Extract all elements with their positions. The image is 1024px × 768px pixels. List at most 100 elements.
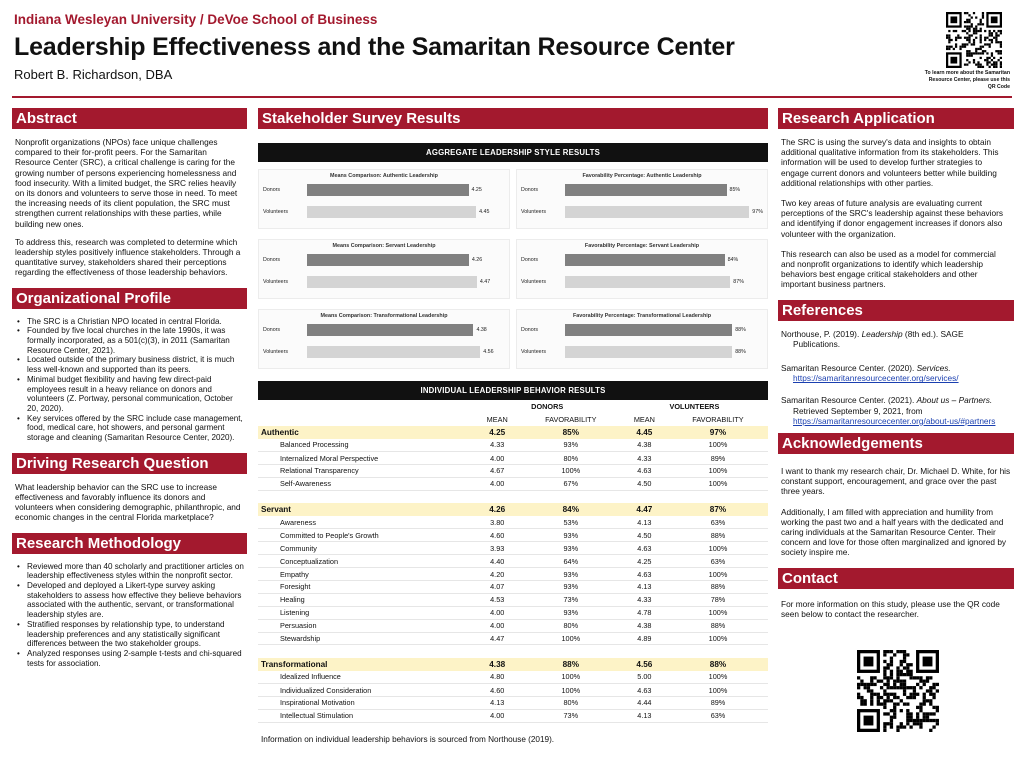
volunteer-favorability: 87% <box>667 503 768 517</box>
category-name: Servant <box>258 503 474 517</box>
volunteers-column-header: VOLUNTEERS <box>669 401 720 411</box>
author-name: Robert B. Richardson, DBA <box>14 67 173 82</box>
list-item: The SRC is a Christian NPO located in ce… <box>15 317 244 327</box>
category-label: Donors <box>521 327 539 333</box>
org-profile-heading: Organizational Profile <box>12 287 247 309</box>
donor-favorability: 93% <box>520 580 621 594</box>
category-name: Authentic <box>258 425 474 439</box>
value-label: 97% <box>752 209 763 215</box>
donor-favorability: 100% <box>520 464 621 478</box>
mini-bar-chart: Means Comparison: Authentic Leadership Do… <box>258 169 510 229</box>
behavior-name: Foresight <box>258 580 474 594</box>
reference-link[interactable]: https://samaritanresourcecenter.org/abou… <box>793 415 996 426</box>
behavior-name: Intellectual Stimulation <box>258 709 474 723</box>
volunteer-favorability: 100% <box>667 438 768 453</box>
middle-column: Stakeholder Survey Results AGGREGATE LEA… <box>258 108 768 744</box>
category-row: Transformational 4.38 88% 4.56 88% <box>258 657 768 671</box>
mini-bar-chart: Means Comparison: Transformational Leade… <box>258 309 510 369</box>
volunteer-mean: 5.00 <box>620 670 668 685</box>
reference-entry: Northouse, P. (2019). Leadership (8th ed… <box>781 328 964 349</box>
behavior-name: Self-Awareness <box>258 477 474 491</box>
value-label: 4.38 <box>476 327 487 333</box>
left-column: Abstract Nonprofit organizations (NPOs) … <box>12 108 247 668</box>
qr-code-icon[interactable] <box>946 12 1002 68</box>
chart-title: Favorability Percentage: Servant Leaders… <box>584 243 700 249</box>
table-row: Relational Transparency 4.67 100% 4.63 1… <box>258 464 768 478</box>
volunteer-bar <box>307 346 481 358</box>
volunteer-favorability: 100% <box>667 683 768 697</box>
poster-title: Leadership Effectiveness and the Samarit… <box>14 33 735 61</box>
behavior-name: Inspirational Motivation <box>258 696 474 710</box>
volunteer-mean: 4.47 <box>620 503 668 517</box>
behavior-name: Committed to People's Growth <box>258 528 474 543</box>
list-item: Analyzed responses using 2-sample t-test… <box>15 649 244 668</box>
donors-column-header: DONORS <box>531 401 564 411</box>
volunteer-mean: 4.63 <box>620 541 668 556</box>
mini-bar-chart: Means Comparison: Servant Leadership Dono… <box>258 239 510 299</box>
behavior-name: Balanced Processing <box>258 438 474 453</box>
volunteer-mean: 4.38 <box>620 619 668 633</box>
qr-code-icon[interactable] <box>857 650 939 732</box>
donor-mean: 4.53 <box>473 593 521 607</box>
donor-mean: 4.00 <box>473 606 521 620</box>
table-row: Intellectual Stimulation 4.00 73% 4.13 6… <box>258 709 768 723</box>
list-item: Minimal budget flexibility and having fe… <box>15 375 244 414</box>
table-row: Listening 4.00 93% 4.78 100% <box>258 606 768 620</box>
donor-favorability: 93% <box>520 606 621 620</box>
volunteer-bar <box>565 346 733 358</box>
donor-mean: 4.38 <box>473 657 521 671</box>
value-label: 4.47 <box>479 279 491 285</box>
volunteer-bar <box>565 276 731 288</box>
table-row: Individualized Consideration 4.60 100% 4… <box>258 683 768 697</box>
chart-title: Favorability Percentage: Transformationa… <box>572 313 712 319</box>
behavior-name: Community <box>258 541 474 556</box>
donor-mean: 4.80 <box>473 670 521 685</box>
volunteer-mean: 4.13 <box>620 580 668 594</box>
donor-mean: 4.67 <box>473 464 521 478</box>
table-row: Idealized Influence 4.80 100% 5.00 100% <box>258 670 768 685</box>
donor-mean: 4.40 <box>473 554 521 569</box>
university-name: Indiana Wesleyan University / DeVoe Scho… <box>14 12 378 27</box>
volunteer-favorability: 88% <box>667 580 768 594</box>
abstract-paragraph: Nonprofit organizations (NPOs) face uniq… <box>15 137 238 229</box>
volunteer-favorability: 78% <box>667 593 768 607</box>
poster-header: Indiana Wesleyan University / DeVoe Scho… <box>14 12 1010 98</box>
donor-mean: 4.47 <box>473 632 521 646</box>
donor-mean: 4.00 <box>473 709 521 723</box>
donor-favorability: 88% <box>520 657 621 671</box>
value-label: 87% <box>733 279 744 285</box>
table-row: Inspirational Motivation 4.13 80% 4.44 8… <box>258 696 768 710</box>
volunteer-mean: 4.38 <box>620 438 668 453</box>
table-row: Healing 4.53 73% 4.33 78% <box>258 593 768 607</box>
volunteer-mean: 4.56 <box>620 657 668 671</box>
donor-favorability: 93% <box>520 567 621 581</box>
category-name: Transformational <box>258 657 474 671</box>
table-row: Conceptualization 4.40 64% 4.25 63% <box>258 554 768 569</box>
donor-favorability: 67% <box>520 477 621 491</box>
donor-favorability: 84% <box>520 503 621 517</box>
table-row: Persuasion 4.00 80% 4.38 88% <box>258 619 768 633</box>
volunteer-mean: 4.50 <box>620 477 668 491</box>
donor-mean: 4.00 <box>473 619 521 633</box>
methodology-heading: Research Methodology <box>12 532 247 554</box>
volunteer-bar <box>307 276 477 288</box>
references-heading: References <box>778 299 1014 321</box>
reference-link[interactable]: https://samaritanresourcecenter.org/serv… <box>793 373 959 384</box>
table-row: Awareness 3.80 53% 4.13 63% <box>258 516 768 530</box>
category-label: Volunteers <box>521 209 547 215</box>
donor-bar <box>565 254 725 266</box>
list-item: Stratified responses by relationship typ… <box>15 620 244 649</box>
category-label: Donors <box>263 327 281 333</box>
donor-favorability: 73% <box>520 709 621 723</box>
list-item: Key services offered by the SRC include … <box>15 414 244 443</box>
volunteer-favorability: 63% <box>667 709 768 723</box>
list-item: Located outside of the primary business … <box>15 355 244 374</box>
volunteer-mean: 4.63 <box>620 464 668 478</box>
volunteer-favorability: 100% <box>667 477 768 491</box>
mini-bar-chart: Favorability Percentage: Authentic Leade… <box>516 169 768 229</box>
behavior-name: Awareness <box>258 516 474 530</box>
volunteer-bar <box>565 206 750 218</box>
acknowledgements-heading: Acknowledgements <box>778 433 1014 455</box>
value-label: 4.56 <box>483 349 494 355</box>
reference-entry: Samaritan Resource Center. (2021). About… <box>781 395 996 426</box>
